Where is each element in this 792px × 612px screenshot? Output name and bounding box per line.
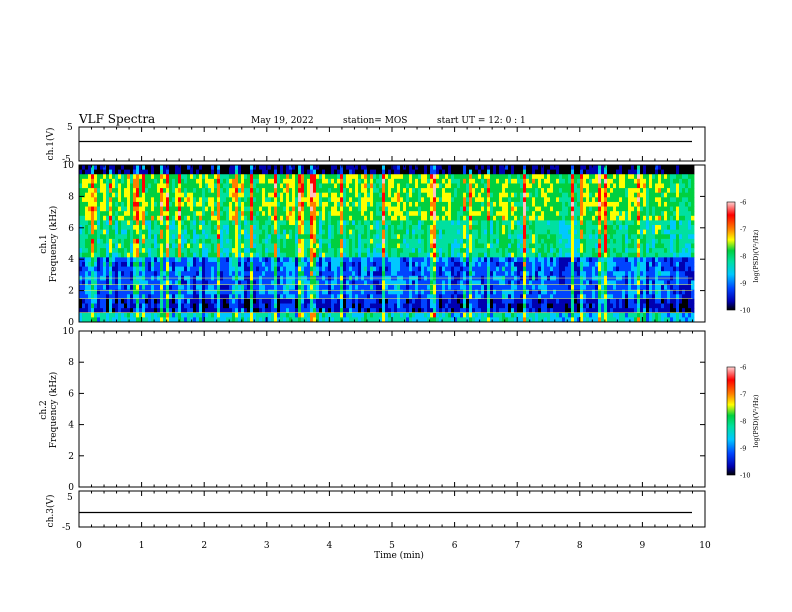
time-tick-label: 10: [699, 541, 711, 551]
ch3-voltage-xticks: [78, 491, 706, 527]
ch1-voltage-frame: [78, 126, 706, 162]
time-tick-label: 7: [514, 541, 520, 551]
colorbar-tick-label: -10: [740, 307, 750, 315]
ch1-colorbar-label: log(PSD)(V²/Hz): [752, 229, 760, 282]
time-tick-label: 1: [139, 541, 145, 551]
ch3-voltage-ytick-top: 5: [67, 493, 73, 503]
ch1-spectrogram-image: [79, 165, 705, 323]
colorbar-tick-label: -10: [740, 472, 750, 480]
ch2-spectrogram-frame: [78, 330, 706, 488]
ch2-spectrogram-ylabel: Frequency (kHz): [48, 372, 59, 449]
station-label: station= MOS: [343, 116, 407, 126]
colorbar-tick-label: -7: [740, 391, 746, 399]
ch2-colorbar-label: log(PSD)(V²/Hz): [752, 394, 760, 447]
colorbar-tick-label: -8: [740, 418, 746, 426]
ch3-voltage-panel: 5 -5 ch.3(V): [45, 490, 706, 533]
colorbar-tick-label: -6: [740, 364, 746, 372]
time-tick-label: 5: [389, 541, 395, 551]
ch1-voltage-panel: 5 -5 ch.1(V): [45, 123, 706, 165]
frequency-tick-label: 6: [68, 389, 74, 399]
ch3-voltage-frame: [78, 490, 706, 528]
frequency-tick-label: 10: [63, 161, 75, 171]
ch1-spectrogram-ylabel: Frequency (kHz): [48, 206, 59, 283]
ch2-spectrogram-yticks: 10 8 6 4 2 0: [63, 327, 705, 493]
time-axis-label: Time (min): [374, 550, 424, 561]
time-tick-label: 9: [640, 541, 646, 551]
time-axis-ticklabels: 0 1 2 3 4 5 6 7 8 9 10: [76, 541, 711, 551]
frequency-tick-label: 6: [68, 224, 74, 234]
ch1-voltage-xticks: [78, 127, 706, 161]
colorbar-tick-label: -9: [740, 280, 746, 288]
frequency-tick-label: 8: [68, 192, 74, 202]
ch2-colorbar-ticks: -6 -7 -8 -9 -10: [740, 364, 750, 480]
ch2-colorbar: -6 -7 -8 -9 -10 log(PSD)(V²/Hz): [726, 364, 760, 480]
frequency-tick-label: 2: [68, 452, 74, 462]
time-tick-label: 2: [201, 541, 207, 551]
colorbar-tick-label: -9: [740, 445, 746, 453]
chart-title: VLF Spectra: [78, 112, 155, 126]
ch1-voltage-ylabel: ch.1(V): [45, 128, 56, 161]
frequency-tick-label: 0: [68, 483, 74, 493]
ch2-spectrogram-panel: 10 8 6 4 2 0 ch.2 Frequency (kHz): [39, 327, 706, 493]
ch1-spectrogram-xticks: [78, 165, 706, 322]
frequency-tick-label: 2: [68, 287, 74, 297]
ch2-spectrogram-xticks: [78, 331, 706, 487]
ch3-voltage-ytick-bottom: -5: [62, 523, 71, 533]
ch1-voltage-ytick-top: 5: [67, 123, 73, 133]
time-tick-label: 0: [76, 541, 82, 551]
start-time-label: start UT = 12: 0 : 1: [437, 116, 526, 126]
time-tick-label: 8: [577, 541, 583, 551]
ch3-voltage-ylabel: ch.3(V): [45, 495, 56, 528]
frequency-tick-label: 0: [68, 318, 74, 328]
ch1-spectrogram-ylabel-channel: ch.1: [39, 234, 49, 253]
ch1-spectrogram-yticks: 10 8 6 4 2 0: [63, 161, 705, 328]
ch1-colorbar: -6 -7 -8 -9 -10 log(PSD)(V²/Hz): [726, 199, 760, 315]
date-label: May 19, 2022: [251, 116, 314, 126]
time-tick-label: 6: [452, 541, 458, 551]
colorbar-tick-label: -8: [740, 253, 746, 261]
ch1-spectrogram-panel: 10 8 6 4 2 0 ch.1 Frequency (kHz): [39, 161, 706, 328]
time-tick-label: 4: [327, 541, 333, 551]
frequency-tick-label: 4: [68, 255, 74, 265]
ch1-colorbar-ticks: -6 -7 -8 -9 -10: [740, 199, 750, 315]
ch1-voltage-ytick-bottom: -5: [62, 155, 71, 165]
colorbar-tick-label: -7: [740, 226, 746, 234]
ch1-colorbar-gradient: [726, 201, 736, 311]
time-tick-label: 3: [264, 541, 270, 551]
frequency-tick-label: 4: [68, 421, 74, 431]
frequency-tick-label: 10: [63, 327, 75, 337]
frequency-tick-label: 8: [68, 358, 74, 368]
ch2-spectrogram-ylabel-channel: ch.2: [39, 400, 49, 419]
colorbar-tick-label: -6: [740, 199, 746, 207]
ch2-colorbar-gradient: [726, 366, 736, 476]
